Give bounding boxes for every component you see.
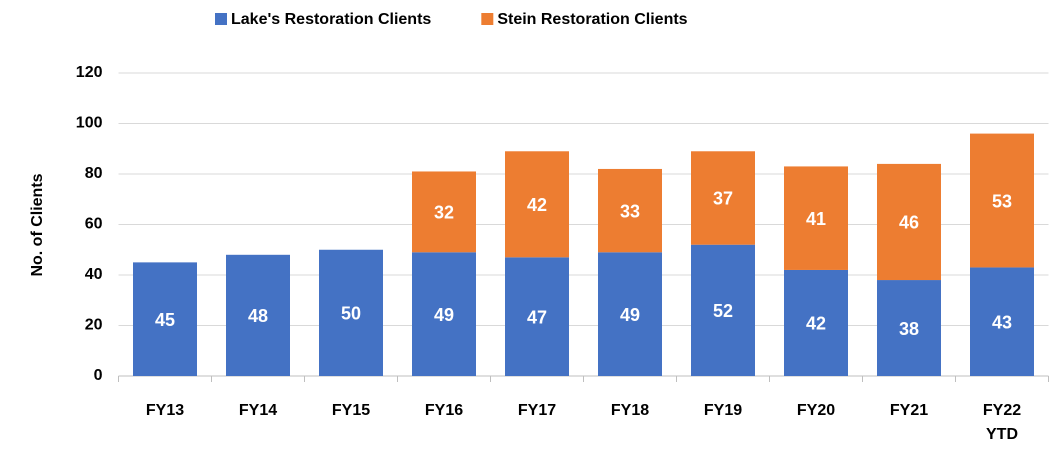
data-label: 32 [434, 203, 454, 223]
bar-segment [598, 252, 662, 376]
data-label: 33 [620, 201, 640, 221]
bar-segment [598, 168, 662, 253]
y-tick-label: 80 [85, 165, 103, 182]
y-tick-label: 60 [85, 216, 103, 233]
x-tick-label: FY18 [610, 402, 650, 419]
bar-segment [412, 252, 476, 376]
x-tick-label: FY16 [424, 402, 464, 419]
bar-segment [877, 163, 941, 281]
legend-swatch [215, 13, 227, 25]
legend-label: Stein Restoration Clients [497, 11, 687, 28]
y-tick-label: 100 [76, 115, 103, 132]
data-label: 45 [155, 310, 175, 330]
x-tick-label: FY21 [889, 402, 929, 419]
x-tick-label: FY20 [796, 402, 836, 419]
data-label: 49 [620, 305, 640, 325]
legend-label: Lake's Restoration Clients [231, 11, 431, 28]
bar-segment [784, 269, 848, 376]
bar-segment [505, 257, 569, 376]
data-label: 38 [899, 319, 919, 339]
bar-segment [412, 171, 476, 253]
bar-segment [970, 133, 1034, 268]
x-tick-label: FY19 [703, 402, 743, 419]
bar-segment [505, 151, 569, 258]
data-label: 47 [527, 307, 547, 327]
y-tick-label: 0 [94, 367, 103, 384]
data-label: 43 [992, 312, 1012, 332]
y-axis-label: No. of Clients [29, 173, 46, 276]
data-label: 41 [806, 209, 826, 229]
y-tick-label: 40 [85, 266, 103, 283]
x-tick-label: FY14 [238, 402, 278, 419]
data-label: 53 [992, 191, 1012, 211]
legend-swatch [481, 13, 494, 25]
data-label: 37 [713, 189, 733, 209]
bar-segment [784, 166, 848, 270]
bar-segment [133, 262, 197, 376]
bar-segment [226, 254, 290, 376]
x-tick-label: FY15 [331, 402, 371, 419]
x-tick-label: FY17 [517, 402, 557, 419]
x-tick-label: FY22 YTD [982, 402, 1022, 443]
data-label: 52 [713, 301, 733, 321]
bar-segment [877, 280, 941, 376]
y-tick-label: 120 [76, 64, 103, 81]
bar-segment [691, 151, 755, 245]
bar-segment [319, 249, 383, 376]
y-tick-label: 20 [85, 317, 103, 334]
data-label: 50 [341, 304, 361, 324]
data-label: 42 [806, 314, 826, 334]
data-label: 48 [248, 306, 268, 326]
data-label: 49 [434, 305, 454, 325]
bar-segment [970, 267, 1034, 376]
x-tick-label: FY13 [145, 402, 185, 419]
data-label: 42 [527, 195, 547, 215]
bar-segment [691, 244, 755, 376]
data-label: 46 [899, 213, 919, 233]
